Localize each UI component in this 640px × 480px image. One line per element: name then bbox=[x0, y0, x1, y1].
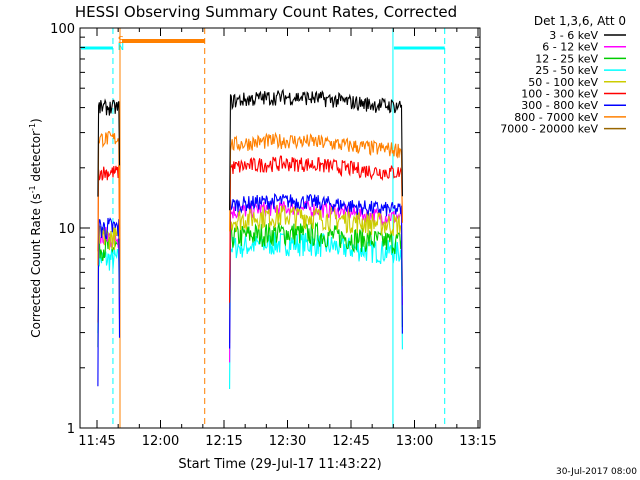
flag-label: N bbox=[118, 42, 124, 53]
x-tick-label: 12:30 bbox=[269, 434, 306, 449]
y-axis: 1 10 100 bbox=[50, 22, 480, 437]
series-trace bbox=[229, 204, 403, 309]
legend-label: 7000 - 20000 keV bbox=[500, 123, 598, 136]
y-tick-label: 1 bbox=[67, 422, 75, 437]
flag-label: S bbox=[118, 35, 124, 46]
timestamp: 30-Jul-2017 08:00 bbox=[556, 467, 637, 477]
x-tick-label: 11:45 bbox=[78, 434, 115, 449]
x-tick-label: 12:00 bbox=[142, 434, 179, 449]
series-trace bbox=[97, 236, 121, 348]
series-trace bbox=[229, 155, 403, 303]
series-trace bbox=[97, 131, 121, 266]
legend-label: 3 - 6 keV bbox=[549, 29, 598, 42]
x-tick-label: 12:15 bbox=[205, 434, 242, 449]
series-trace bbox=[97, 217, 121, 387]
legend-label: 50 - 100 keV bbox=[528, 76, 598, 89]
y-tick-label: 100 bbox=[50, 22, 75, 37]
plot-frame bbox=[79, 27, 481, 429]
y-axis-label: Corrected Count Rate (s-1 detector-1) bbox=[28, 118, 43, 337]
x-axis-label: Start Time (29-Jul-17 11:43:22) bbox=[178, 457, 381, 472]
legend-label: 300 - 800 keV bbox=[521, 99, 598, 112]
chart-title: HESSI Observing Summary Count Rates, Cor… bbox=[75, 3, 457, 21]
series-trace bbox=[97, 165, 121, 252]
series-trace bbox=[97, 98, 121, 197]
legend-label: 25 - 50 keV bbox=[535, 64, 598, 77]
plot-area: SN bbox=[79, 28, 446, 428]
legend-title: Det 1,3,6, Att 0 bbox=[534, 14, 626, 28]
series-trace bbox=[229, 131, 403, 232]
series-trace bbox=[229, 232, 403, 390]
legend-label: 12 - 25 keV bbox=[535, 52, 598, 65]
legend-label: 6 - 12 keV bbox=[542, 41, 598, 54]
legend-label: 100 - 300 keV bbox=[521, 88, 598, 101]
x-axis: 11:45 12:00 12:15 12:30 12:45 13:00 13:15 bbox=[78, 28, 497, 449]
y-tick-label: 10 bbox=[58, 222, 75, 237]
x-tick-label: 12:45 bbox=[332, 434, 369, 449]
series-trace bbox=[229, 193, 403, 349]
legend-label: 800 - 7000 keV bbox=[514, 111, 598, 124]
series-trace bbox=[229, 88, 403, 211]
x-tick-label: 13:15 bbox=[459, 434, 496, 449]
series-trace bbox=[97, 248, 121, 334]
x-tick-label: 13:00 bbox=[396, 434, 433, 449]
